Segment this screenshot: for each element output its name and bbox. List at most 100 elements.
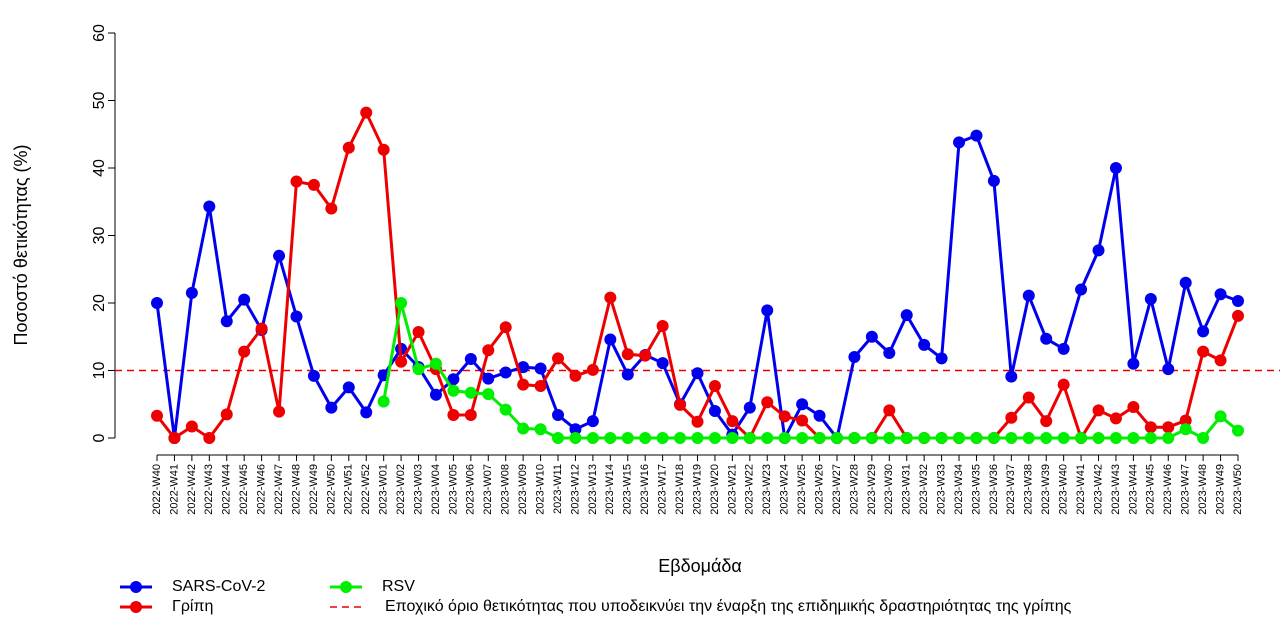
x-tick-label: 2022-W45 (238, 464, 250, 515)
x-tick-label: 2022-W48 (290, 464, 302, 515)
x-tick-label: 2023-W42 (1092, 464, 1104, 515)
data-point (987, 432, 1000, 444)
x-tick-label: 2023-W40 (1058, 464, 1070, 515)
data-point (1232, 309, 1244, 322)
data-point (482, 388, 495, 401)
data-point (1127, 400, 1140, 413)
data-point (935, 432, 948, 444)
data-point (395, 297, 408, 309)
data-point (325, 202, 338, 215)
data-point (429, 357, 442, 370)
data-point (499, 403, 512, 416)
x-tick-label: 2023-W21 (726, 464, 738, 515)
data-point (830, 432, 843, 444)
x-tick-label: 2023-W19 (691, 464, 703, 515)
series-line (155, 109, 1240, 442)
data-point (1179, 423, 1192, 436)
x-tick-label: 2023-W47 (1180, 464, 1192, 515)
x-tick-label: 2023-W30 (883, 464, 895, 515)
x-tick-label: 2023-W08 (500, 464, 512, 515)
data-point (273, 405, 286, 418)
data-point (726, 415, 739, 428)
data-point (220, 315, 233, 328)
data-point (1022, 432, 1035, 444)
x-tick-label: 2022-W40 (151, 464, 163, 515)
data-point (604, 333, 617, 346)
data-point (1109, 162, 1122, 174)
legend-label: SARS-CoV-2 (172, 578, 265, 595)
data-point (1005, 370, 1018, 383)
x-tick-label: 2023-W12 (569, 464, 581, 515)
x-tick-label: 2023-W13 (587, 464, 599, 515)
x-tick-label: 2022-W50 (325, 464, 337, 515)
x-tick-label: 2023-W25 (796, 464, 808, 515)
data-point (778, 432, 791, 444)
data-point (552, 409, 565, 422)
data-point (395, 355, 408, 368)
x-tick-label: 2022-W47 (273, 464, 285, 515)
data-point (883, 404, 896, 417)
x-tick-label: 2023-W10 (534, 464, 546, 515)
x-tick-label: 2023-W14 (604, 464, 616, 515)
data-point (429, 388, 442, 401)
data-point (621, 368, 634, 381)
x-tick-label: 2023-W17 (657, 464, 669, 515)
data-point (726, 432, 739, 444)
data-point (1022, 391, 1035, 404)
data-point (1040, 415, 1053, 428)
y-tick-label: 30 (91, 227, 108, 245)
x-tick-label: 2022-W44 (221, 464, 233, 515)
data-point (656, 432, 669, 444)
data-point (1092, 244, 1105, 257)
x-tick-label: 2023-W31 (901, 464, 913, 515)
data-point (1232, 294, 1244, 307)
data-point (569, 423, 582, 436)
data-point (761, 304, 774, 317)
data-point (656, 319, 669, 332)
y-tick-label: 50 (91, 92, 108, 110)
data-point (1057, 342, 1070, 355)
data-point (987, 174, 1000, 187)
data-point (1162, 363, 1175, 376)
data-point (1162, 421, 1175, 434)
x-axis-title: Εβδομάδα (658, 556, 742, 576)
x-tick-label: 2023-W45 (1145, 464, 1157, 515)
data-point (953, 136, 966, 149)
legend-marker (130, 581, 142, 593)
x-tick-label: 2022-W42 (186, 464, 198, 515)
x-tick-label: 2023-W26 (813, 464, 825, 515)
data-point (1005, 432, 1018, 444)
x-tick-label: 2023-W49 (1214, 464, 1226, 515)
data-point (482, 344, 495, 357)
data-point (552, 352, 565, 365)
data-point (1179, 276, 1192, 289)
data-point (464, 409, 477, 422)
data-point (377, 143, 390, 156)
x-tick-label: 2022-W49 (308, 464, 320, 515)
data-point (691, 415, 704, 428)
data-point (447, 384, 460, 397)
x-tick-label: 2023-W20 (709, 464, 721, 515)
data-point (1022, 289, 1035, 302)
x-tick-label: 2023-W27 (831, 464, 843, 515)
y-tick-label: 10 (91, 362, 108, 380)
data-point (1197, 432, 1210, 444)
x-tick-label: 2023-W06 (465, 464, 477, 515)
data-point (1005, 411, 1018, 424)
x-tick-label: 2023-W48 (1197, 464, 1209, 515)
x-tick-label: 2023-W36 (988, 464, 1000, 515)
data-point (639, 349, 652, 362)
data-point (273, 249, 286, 262)
data-point (1057, 378, 1070, 391)
data-point (377, 395, 390, 408)
data-point (935, 352, 948, 365)
data-point (639, 432, 652, 444)
x-tick-label: 2023-W23 (761, 464, 773, 515)
y-tick-label: 60 (91, 24, 108, 42)
data-point (307, 369, 320, 382)
data-point (865, 432, 878, 444)
data-point (1075, 432, 1088, 444)
legend-label: RSV (382, 578, 415, 595)
data-point (691, 367, 704, 380)
